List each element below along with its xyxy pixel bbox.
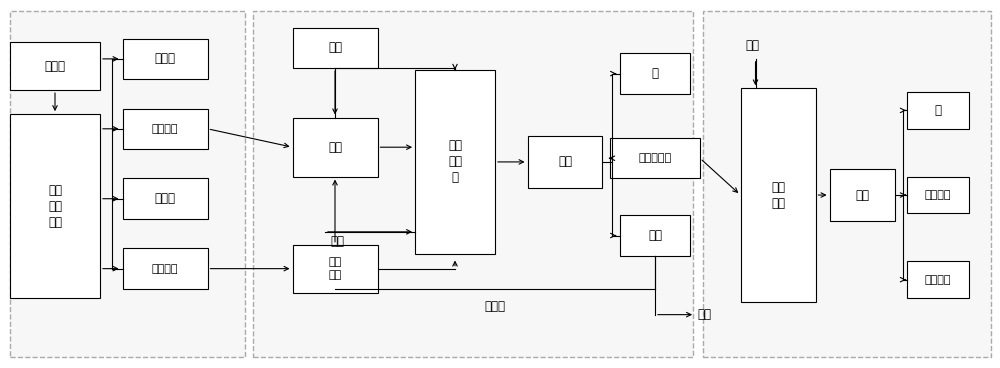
FancyBboxPatch shape — [10, 114, 100, 298]
Text: 生物质: 生物质 — [44, 60, 66, 73]
Text: 氢气: 氢气 — [746, 39, 760, 52]
FancyBboxPatch shape — [293, 28, 378, 68]
FancyBboxPatch shape — [610, 138, 700, 178]
FancyBboxPatch shape — [907, 261, 969, 298]
Text: 生物焦油: 生物焦油 — [152, 124, 178, 134]
Text: 水: 水 — [934, 104, 942, 117]
FancyBboxPatch shape — [740, 88, 816, 302]
FancyBboxPatch shape — [830, 169, 895, 221]
Text: 尾油: 尾油 — [648, 229, 662, 242]
FancyBboxPatch shape — [907, 92, 969, 129]
Text: 热解水: 热解水 — [154, 192, 176, 205]
FancyBboxPatch shape — [703, 11, 991, 357]
FancyBboxPatch shape — [253, 11, 693, 357]
FancyBboxPatch shape — [122, 178, 208, 219]
FancyBboxPatch shape — [620, 53, 690, 94]
Text: 轻质生物油: 轻质生物油 — [638, 153, 672, 163]
Text: 液体燃料: 液体燃料 — [925, 275, 951, 285]
FancyBboxPatch shape — [415, 70, 495, 254]
FancyBboxPatch shape — [293, 245, 378, 293]
FancyBboxPatch shape — [122, 109, 208, 149]
Text: 浆态
床加
氢: 浆态 床加 氢 — [448, 139, 462, 184]
Text: 催化
裂化: 催化 裂化 — [771, 181, 785, 209]
FancyBboxPatch shape — [620, 215, 690, 256]
Text: 化工原料: 化工原料 — [925, 190, 951, 200]
Text: 热解气: 热解气 — [154, 52, 176, 66]
Text: 制催
化剂: 制催 化剂 — [328, 258, 342, 280]
Text: 生物
质热
解炉: 生物 质热 解炉 — [48, 184, 62, 229]
Text: 热解半焦: 热解半焦 — [152, 263, 178, 274]
Text: 外用: 外用 — [697, 308, 711, 321]
Text: 烃油: 烃油 — [328, 41, 342, 54]
Text: 水: 水 — [652, 67, 658, 80]
FancyBboxPatch shape — [122, 39, 208, 79]
Text: 氢气: 氢气 — [330, 234, 344, 248]
Text: 蒸馏: 蒸馏 — [558, 155, 572, 169]
FancyBboxPatch shape — [293, 118, 378, 177]
Text: 制浆: 制浆 — [328, 141, 342, 154]
FancyBboxPatch shape — [10, 42, 100, 90]
FancyBboxPatch shape — [907, 177, 969, 213]
FancyBboxPatch shape — [122, 248, 208, 289]
Text: 蒸馏: 蒸馏 — [855, 188, 869, 202]
FancyBboxPatch shape — [10, 11, 245, 357]
Text: 循环用: 循环用 — [484, 300, 506, 313]
FancyBboxPatch shape — [528, 136, 602, 188]
